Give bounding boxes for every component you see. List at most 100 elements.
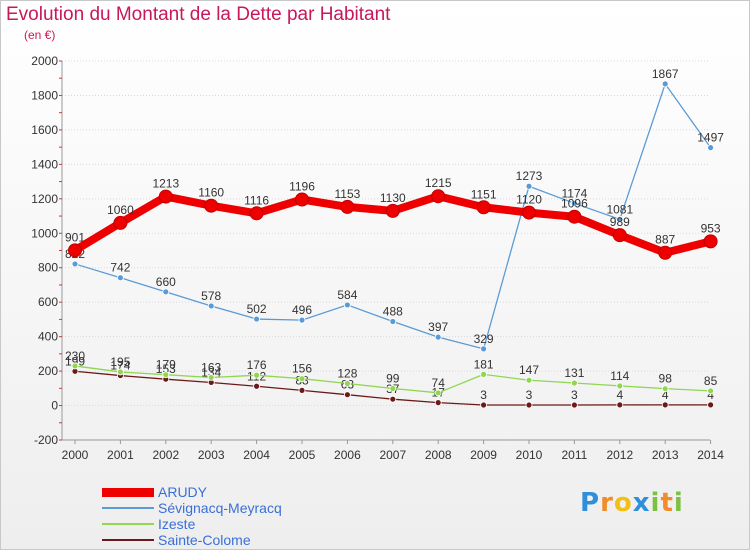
data-point [204, 198, 219, 213]
data-label: 660 [156, 275, 176, 289]
data-label: 174 [110, 359, 130, 373]
logo-letter: i [650, 488, 661, 518]
data-label: 134 [201, 365, 221, 379]
x-tick-label: 2003 [198, 448, 225, 462]
data-point [616, 401, 624, 409]
series-sainte-colome: 19917415313411288633717333444 [65, 354, 714, 409]
data-label: 989 [610, 215, 630, 229]
data-point [298, 316, 306, 324]
data-point [389, 385, 397, 392]
data-label: 74 [432, 376, 446, 390]
data-point [434, 389, 442, 397]
y-tick-label: 1600 [31, 123, 58, 137]
data-label: 147 [519, 363, 539, 377]
data-label: 3 [571, 388, 578, 402]
data-label: 496 [292, 303, 312, 317]
data-label: 131 [564, 366, 584, 380]
data-point [434, 333, 442, 341]
legend-swatch [102, 539, 154, 541]
x-tick-label: 2012 [606, 448, 633, 462]
data-label: 195 [110, 355, 130, 369]
x-tick-label: 2013 [652, 448, 679, 462]
legend-label: ARUDY [158, 484, 208, 500]
data-label: 1116 [244, 193, 269, 207]
data-label: 4 [616, 388, 623, 402]
data-point [707, 144, 714, 152]
data-label: 953 [701, 221, 721, 235]
y-tick-label: 400 [38, 330, 58, 344]
x-tick-label: 2011 [561, 448, 587, 462]
data-label: 397 [428, 320, 448, 334]
y-tick-label: 800 [38, 261, 58, 275]
data-point [525, 182, 533, 190]
data-label: 1160 [198, 186, 224, 200]
data-label: 3 [480, 388, 487, 402]
logo-letter: t [660, 488, 674, 518]
data-label: 4 [662, 388, 669, 402]
logo-letter: o [613, 488, 633, 518]
x-tick-label: 2009 [470, 448, 497, 462]
data-label: 1273 [516, 169, 543, 183]
data-point [434, 399, 442, 407]
data-point [567, 209, 582, 224]
data-point [343, 380, 351, 387]
data-point [616, 215, 624, 223]
data-label: 179 [156, 358, 176, 372]
data-point [68, 243, 82, 258]
data-point [525, 376, 533, 384]
data-label: 1060 [107, 203, 134, 217]
data-label: 99 [386, 371, 400, 385]
y-tick-label: 2000 [31, 54, 58, 68]
data-point [340, 199, 355, 214]
data-point [253, 371, 261, 379]
data-point [616, 382, 624, 390]
x-tick-label: 2010 [516, 448, 543, 462]
data-label: 156 [292, 362, 312, 376]
legend-item: Sainte-Colome [102, 532, 282, 548]
data-point [207, 374, 215, 381]
chart-subtitle: (en €) [24, 28, 56, 42]
data-label: 1153 [334, 187, 360, 201]
data-label: 230 [65, 349, 85, 363]
data-label: 4 [707, 388, 714, 402]
data-label: 742 [110, 261, 130, 275]
data-point [158, 189, 173, 204]
data-point [571, 199, 578, 207]
data-point [480, 345, 488, 353]
data-label: 1215 [425, 176, 452, 190]
data-point [295, 192, 309, 207]
legend-swatch [102, 523, 154, 525]
x-tick-label: 2006 [334, 448, 361, 462]
data-label: 114 [610, 369, 629, 383]
proxiti-logo: Proxiti [580, 488, 684, 518]
chart-title: Evolution du Montant de la Dette par Hab… [6, 4, 391, 25]
legend-item: ARUDY [102, 484, 282, 500]
data-label: 1081 [606, 202, 633, 216]
data-label: 153 [156, 362, 176, 376]
data-point [480, 401, 488, 409]
data-point [385, 203, 400, 218]
data-point [298, 375, 306, 383]
series-izeste: 230 195 179 163 176 156 128 99 74 181 147 131 114 98 8… [65, 349, 718, 397]
x-tick-label: 2000 [62, 448, 89, 462]
data-point [343, 391, 351, 399]
data-label: 163 [201, 360, 221, 374]
data-label: 1120 [516, 193, 542, 207]
data-point [117, 274, 124, 282]
logo-letter: r [600, 488, 614, 518]
data-label: 176 [247, 358, 267, 372]
data-label: 85 [704, 374, 718, 388]
x-tick-label: 2007 [379, 448, 406, 462]
data-point [113, 215, 128, 230]
legend-item: Izeste [102, 516, 282, 532]
data-point [431, 189, 446, 204]
data-label: 901 [65, 230, 85, 244]
x-tick-label: 2008 [425, 448, 452, 462]
data-label: 1213 [152, 177, 179, 191]
data-label: 1867 [652, 67, 679, 81]
data-label: 329 [474, 332, 494, 346]
data-label: 128 [337, 366, 357, 380]
data-label: 199 [65, 354, 85, 368]
data-point [117, 368, 124, 376]
